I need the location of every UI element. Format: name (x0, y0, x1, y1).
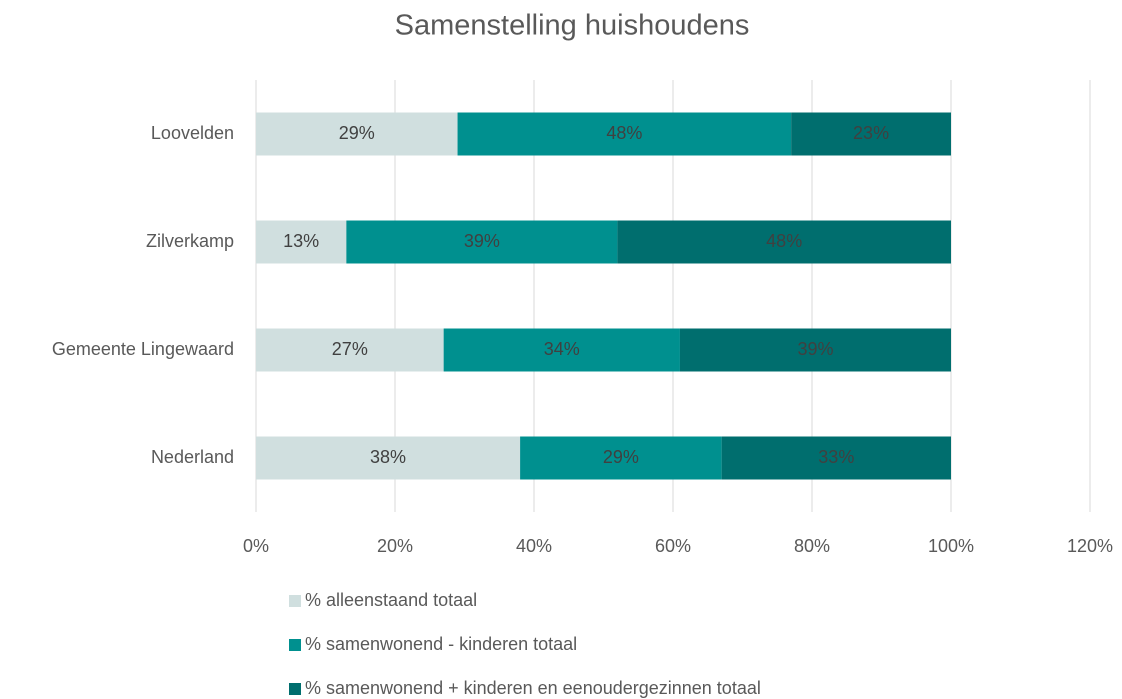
chart-title: Samenstelling huishoudens (395, 10, 750, 42)
bar-segment (721, 436, 951, 480)
y-tick-label: Loovelden (151, 123, 234, 143)
data-label: 48% (606, 123, 642, 143)
data-label: 29% (339, 123, 375, 143)
y-tick-label: Nederland (151, 447, 234, 467)
bar-segment (256, 328, 444, 372)
data-label: 39% (797, 339, 833, 359)
x-tick-label: 80% (794, 536, 830, 556)
bar-segment (346, 220, 618, 264)
bar-segment (617, 220, 951, 264)
legend-swatch (289, 683, 301, 695)
data-label: 34% (544, 339, 580, 359)
bar-segment (256, 436, 521, 480)
legend-label: % samenwonend + kinderen en eenoudergezi… (305, 678, 761, 698)
x-tick-label: 20% (377, 536, 413, 556)
legend-label: % samenwonend - kinderen totaal (305, 634, 577, 654)
data-label: 38% (370, 447, 406, 467)
x-tick-label: 60% (655, 536, 691, 556)
data-label: 29% (603, 447, 639, 467)
bar-segment (256, 220, 347, 264)
data-label: 23% (853, 123, 889, 143)
bar-segment (679, 328, 951, 372)
data-label: 13% (283, 231, 319, 251)
x-tick-label: 100% (928, 536, 974, 556)
data-label: 33% (818, 447, 854, 467)
legend-label: % alleenstaand totaal (305, 590, 477, 610)
data-label: 27% (332, 339, 368, 359)
x-tick-label: 120% (1067, 536, 1113, 556)
y-tick-label: Gemeente Lingewaard (52, 339, 234, 359)
legend-swatch (289, 639, 301, 651)
bar-segment (457, 112, 792, 156)
x-tick-label: 40% (516, 536, 552, 556)
bar-segment (443, 328, 680, 372)
bar-segment (256, 112, 458, 156)
legend-swatch (289, 595, 301, 607)
data-label: 39% (464, 231, 500, 251)
bar-segment (791, 112, 951, 156)
data-label: 48% (766, 231, 802, 251)
bar-segment (520, 436, 722, 480)
x-tick-label: 0% (243, 536, 269, 556)
y-tick-label: Zilverkamp (146, 231, 234, 251)
